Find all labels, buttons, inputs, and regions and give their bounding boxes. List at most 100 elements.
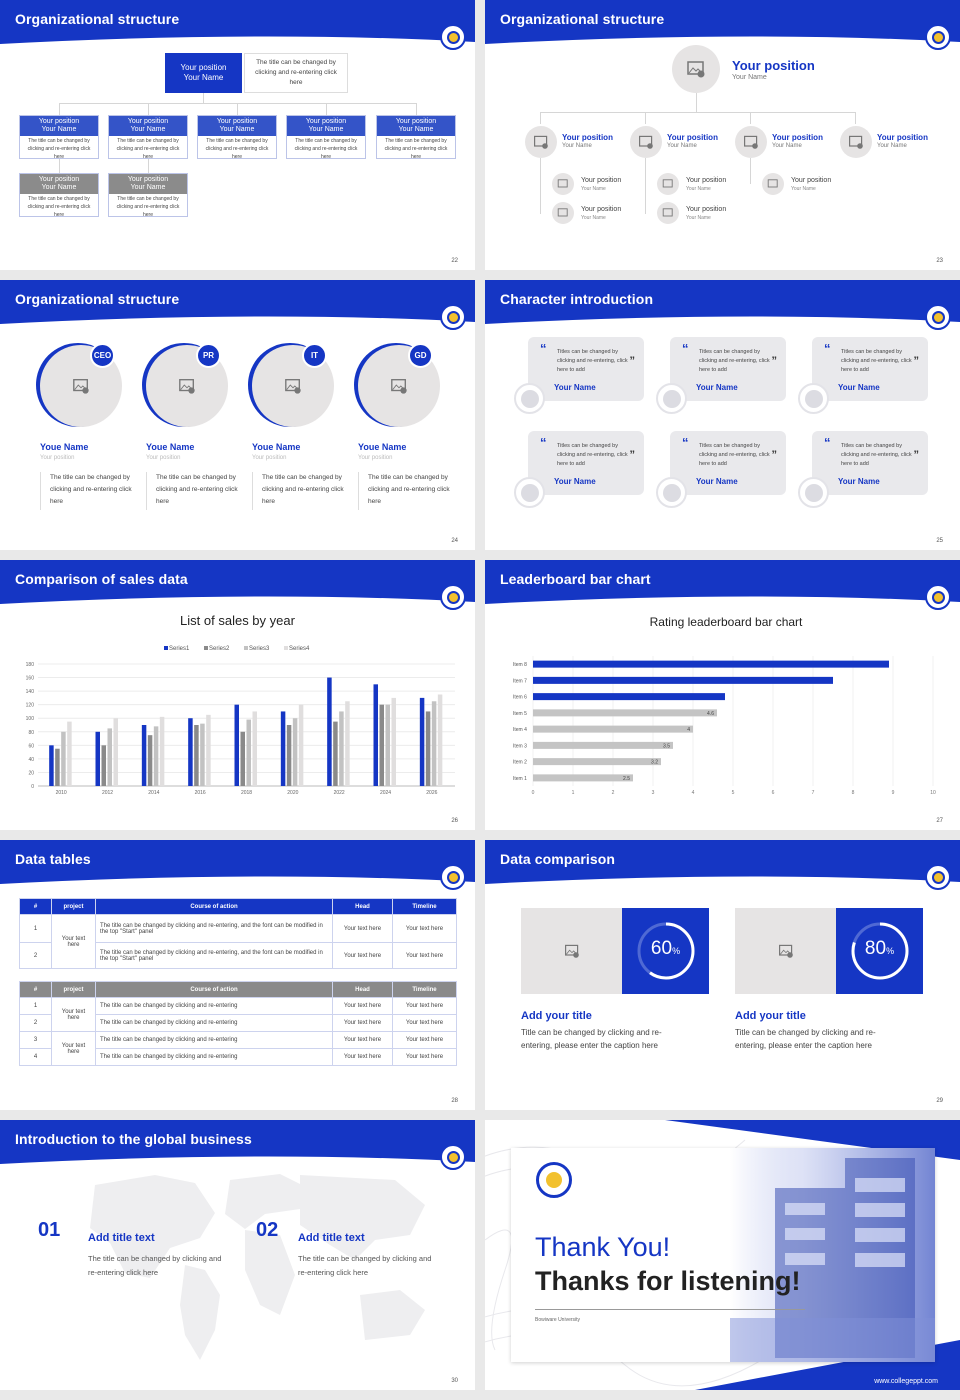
avatar — [656, 477, 687, 508]
image-placeholder-icon — [657, 173, 679, 195]
item-desc: The title can be changed by clicking and… — [88, 1254, 222, 1277]
quote-card: “ Titles can be changed by clicking and … — [812, 431, 928, 495]
image-placeholder-icon — [762, 173, 784, 195]
slide-header: Organizational structure — [0, 0, 475, 62]
image-placeholder-icon — [552, 202, 574, 224]
position-label: Your position — [791, 177, 832, 184]
page-number: 29 — [936, 1098, 943, 1104]
page-number: 25 — [936, 538, 943, 544]
bar — [533, 660, 889, 668]
bar — [159, 716, 165, 786]
slide-header: Character introduction — [485, 280, 960, 342]
slide-global-business: Introduction to the global business 01 A… — [0, 1120, 475, 1390]
org-box: Your position Your Name The title can be c… — [108, 115, 188, 160]
bar — [234, 704, 239, 786]
person-position: Your position — [358, 455, 393, 461]
slide-org-structure-3: Organizational structure CEO Youe Name Y… — [0, 280, 475, 550]
close-quote-icon: ” — [913, 449, 920, 461]
image-placeholder-icon — [672, 45, 720, 93]
slide-title: Comparison of sales data — [15, 571, 188, 587]
slide-title: Data comparison — [500, 851, 616, 867]
y-tick-label: 120 — [26, 703, 35, 709]
university-logo — [440, 24, 466, 50]
website-url[interactable]: www.collegeppt.com — [874, 1378, 938, 1385]
quote-card: “ Titles can be changed by clicking and … — [812, 337, 928, 401]
x-tick-label: 2026 — [426, 790, 437, 796]
quote-name: Your Name — [554, 383, 596, 392]
name-label: Your Name — [667, 143, 697, 149]
data-label: 4 — [687, 727, 690, 733]
position-label: Your position — [686, 177, 727, 184]
university-logo — [925, 584, 951, 610]
item-desc: Title can be changed by clicking and re-… — [521, 1028, 662, 1050]
bar — [252, 711, 257, 786]
image-placeholder-icon — [552, 173, 574, 195]
name-label: Your Name — [562, 143, 592, 149]
x-tick-label: 2024 — [380, 790, 391, 796]
org-top-desc: The title can be changed by clicking and… — [244, 53, 348, 93]
bar — [533, 774, 633, 782]
name-label: Your Name — [772, 143, 802, 149]
quote-card: “ Titles can be changed by clicking and … — [670, 431, 786, 495]
data-label: 3.5 — [663, 743, 670, 749]
legend-swatch — [244, 646, 248, 650]
person-desc: The title can be changed by clicking and… — [50, 474, 132, 505]
x-tick-label: 3 — [652, 790, 655, 796]
legend-label: Series2 — [209, 646, 230, 652]
slide-org-structure-2: Organizational structure Your position Y… — [485, 0, 960, 270]
top-name: Your Name — [732, 74, 767, 81]
slide-header: Data comparison — [485, 840, 960, 902]
data-table-2: # project Course of action Head Timeline… — [19, 981, 457, 1066]
legend-label: Series1 — [169, 646, 190, 652]
x-tick-label: 0 — [532, 790, 535, 796]
role-badge: IT — [302, 343, 327, 368]
slide-title: Introduction to the global business — [15, 1131, 252, 1147]
slide-title: Organizational structure — [15, 291, 180, 307]
x-tick-label: 8 — [852, 790, 855, 796]
page-number: 22 — [451, 258, 458, 264]
university-logo — [536, 1162, 572, 1198]
bar — [200, 723, 205, 786]
person-name: Youe Name — [358, 442, 407, 452]
role-badge: CEO — [90, 343, 115, 368]
role-badge: GD — [408, 343, 433, 368]
bar — [107, 728, 112, 786]
y-tick-label: Item 1 — [513, 776, 527, 782]
quote-name: Your Name — [696, 383, 738, 392]
page-number: 30 — [451, 1378, 458, 1384]
university-logo — [925, 24, 951, 50]
position-label: Your position — [667, 133, 718, 142]
progress-value: 60% — [650, 938, 681, 959]
bar — [419, 697, 425, 786]
y-tick-label: 20 — [28, 770, 34, 776]
bar — [67, 721, 72, 786]
bar — [188, 718, 193, 786]
x-tick-label: 2020 — [287, 790, 298, 796]
bar — [339, 711, 344, 786]
quote-card: “ Titles can be changed by clicking and … — [528, 337, 644, 401]
university-logo — [440, 864, 466, 890]
legend-swatch — [284, 646, 288, 650]
top-position: Your position — [732, 58, 815, 73]
image-placeholder-icon — [657, 202, 679, 224]
avatar — [656, 383, 687, 414]
bar — [425, 711, 431, 786]
y-tick-label: Item 6 — [513, 695, 527, 701]
page-number: 26 — [451, 818, 458, 824]
name-label: Your Name — [581, 186, 606, 192]
bar — [533, 725, 693, 733]
bar — [379, 704, 384, 786]
bar — [206, 714, 211, 786]
org-box: Your position Your Name The title can be c… — [19, 173, 99, 218]
close-quote-icon: ” — [771, 355, 778, 367]
bar — [385, 704, 390, 786]
x-tick-label: 9 — [892, 790, 895, 796]
quote-name: Your Name — [554, 477, 596, 486]
item-desc: The title can be changed by clicking and… — [298, 1254, 432, 1277]
person-position: Your position — [40, 455, 75, 461]
y-tick-label: 0 — [31, 784, 34, 790]
university-logo — [925, 304, 951, 330]
quote-text: Titles can be changed by clicking and re… — [557, 349, 628, 373]
position-label: Your position — [686, 206, 727, 213]
chart-title: List of sales by year — [180, 613, 295, 628]
